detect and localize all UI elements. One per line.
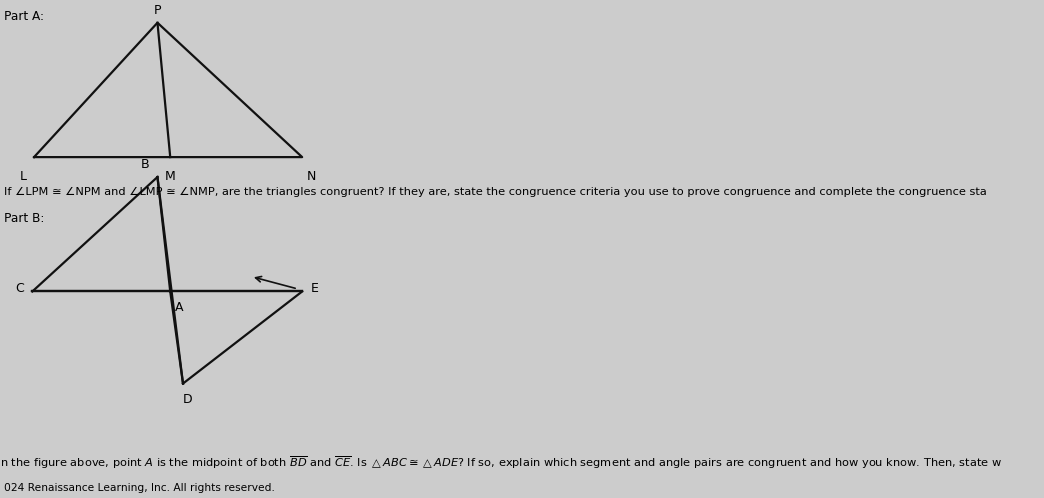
Text: L: L [20,169,27,183]
Text: N: N [306,169,315,183]
Text: E: E [311,282,318,295]
Text: B: B [140,158,149,171]
Text: If ∠LPM ≅ ∠NPM and ∠LMP ≅ ∠NMP, are the triangles congruent? If they are, state : If ∠LPM ≅ ∠NPM and ∠LMP ≅ ∠NMP, are the … [4,187,987,197]
Text: M: M [165,169,175,183]
Text: D: D [183,393,192,406]
Text: Part B:: Part B: [4,212,45,225]
Text: 024 Renaissance Learning, Inc. All rights reserved.: 024 Renaissance Learning, Inc. All right… [4,483,276,493]
Text: A: A [175,301,184,314]
Text: C: C [15,282,24,295]
Text: P: P [153,4,161,17]
Text: n the figure above, point $\mathit{A}$ is the midpoint of both $\overline{BD}$ a: n the figure above, point $\mathit{A}$ i… [0,454,1002,471]
Text: Part A:: Part A: [4,10,44,23]
